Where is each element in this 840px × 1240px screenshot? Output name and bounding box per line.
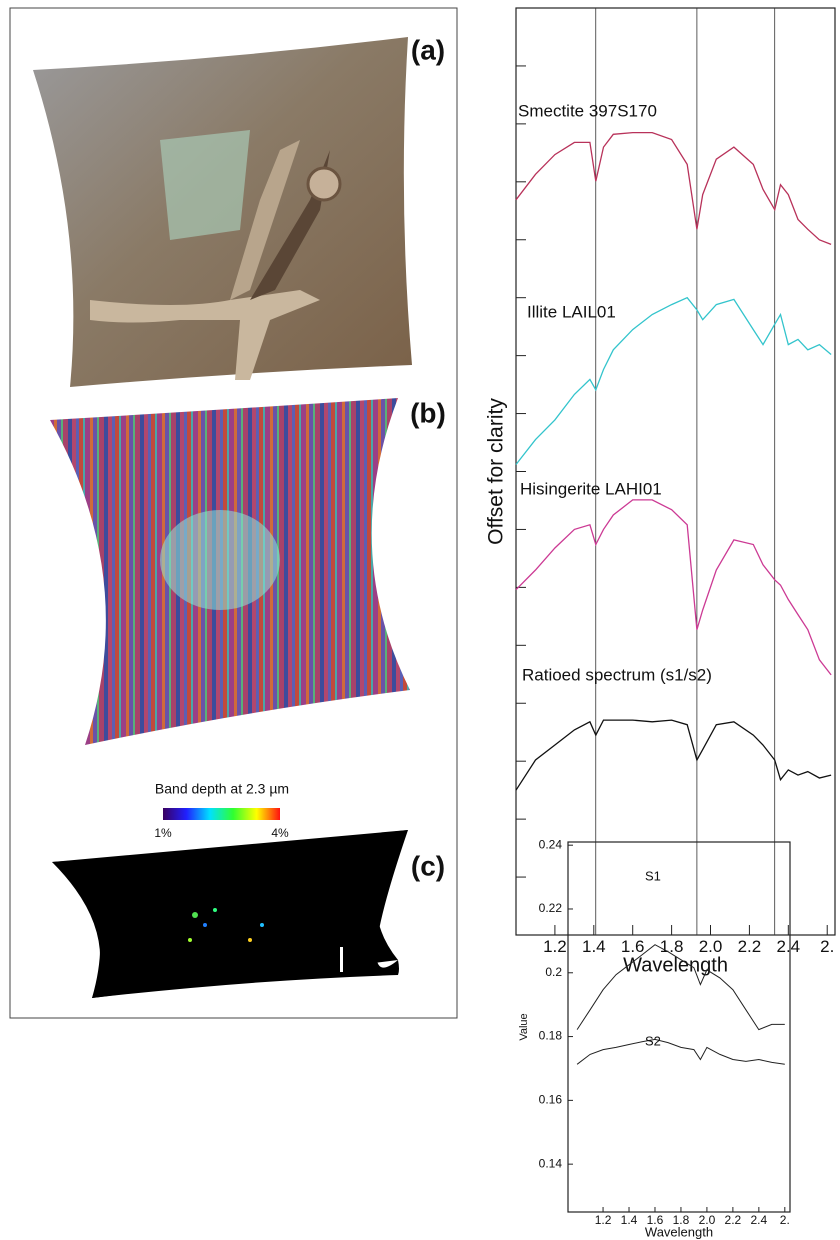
series-label: Ratioed spectrum (s1/s2) — [522, 665, 712, 684]
series-line — [516, 500, 831, 675]
plot-frame — [516, 8, 835, 935]
image-a — [33, 37, 412, 387]
series-label: Hisingerite LAHI01 — [520, 479, 662, 498]
panel-label: (c) — [411, 850, 445, 881]
x-tick-label: 2.4 — [776, 937, 800, 956]
x-tick-label: 2.4 — [750, 1213, 767, 1227]
panel-label: (b) — [410, 397, 446, 428]
figure: Band depth at 2.3 µm (a) (b) (c) 1% 4% 1.2… — [0, 0, 840, 1240]
x-tick-label: 1.2 — [595, 1213, 612, 1227]
colorbar-tick-label: 4% — [271, 826, 289, 840]
colorbar — [163, 808, 280, 820]
y-tick-label: 0.2 — [545, 965, 562, 979]
y-tick-label: 0.16 — [539, 1093, 563, 1107]
x-tick-label: 2.2 — [725, 1213, 742, 1227]
x-tick-label: 1.4 — [582, 937, 606, 956]
y-tick-label: 0.24 — [539, 837, 563, 851]
x-tick-label: 2. — [820, 937, 834, 956]
y-tick-label: 0.18 — [539, 1029, 563, 1043]
image-c — [52, 830, 408, 998]
series-line — [577, 1039, 785, 1064]
series-line — [516, 298, 831, 465]
colorbar-title: Band depth at 2.3 µm — [155, 781, 289, 797]
series-line — [516, 720, 831, 790]
series-label: Illite LAIL01 — [527, 302, 616, 321]
image-b — [50, 398, 410, 745]
series-label: S2 — [645, 1033, 661, 1048]
series-label: S1 — [645, 868, 661, 883]
x-tick-label: 2. — [780, 1213, 790, 1227]
series-label: Smectite 397S170 — [518, 101, 657, 120]
y-tick-label: 0.22 — [539, 901, 563, 915]
x-tick-label: 2.2 — [738, 937, 762, 956]
y-axis-label: Value — [518, 1013, 530, 1040]
series-line — [516, 133, 831, 245]
y-tick-label: 0.14 — [539, 1156, 563, 1170]
x-tick-label: 1.2 — [543, 937, 567, 956]
x-axis-label: Wavelength — [645, 1224, 713, 1239]
y-axis-label: Offset for clarity — [485, 398, 508, 545]
colorbar-tick-label: 1% — [154, 826, 172, 840]
x-tick-label: 1.4 — [621, 1213, 638, 1227]
panel-label: (a) — [411, 34, 445, 65]
